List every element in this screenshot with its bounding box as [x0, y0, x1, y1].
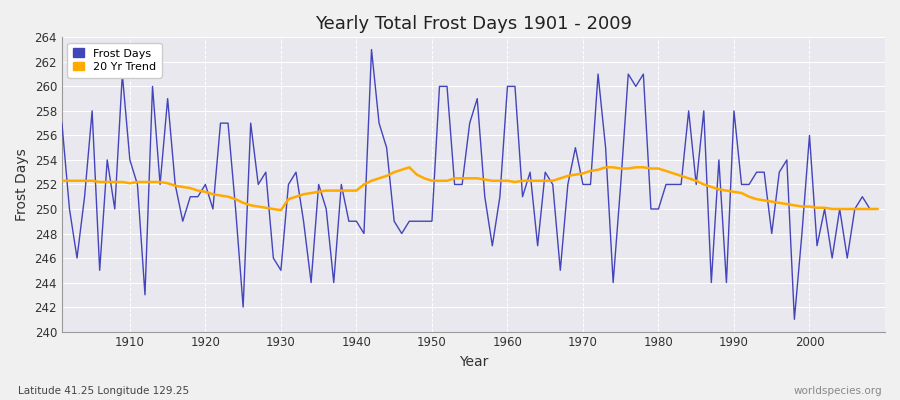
- 20 Yr Trend: [57, 178, 68, 183]
- 20 Yr Trend: [291, 194, 302, 199]
- 20 Yr Trend: [872, 206, 883, 211]
- Legend: Frost Days, 20 Yr Trend: Frost Days, 20 Yr Trend: [68, 43, 162, 78]
- X-axis label: Year: Year: [459, 355, 488, 369]
- 20 Yr Trend: [509, 180, 520, 184]
- 20 Yr Trend: [404, 165, 415, 170]
- Frost Days: [284, 182, 294, 187]
- Frost Days: [872, 206, 883, 211]
- 20 Yr Trend: [608, 165, 618, 170]
- 20 Yr Trend: [518, 178, 528, 183]
- Frost Days: [328, 280, 339, 285]
- Text: worldspecies.org: worldspecies.org: [794, 386, 882, 396]
- Frost Days: [117, 72, 128, 76]
- 20 Yr Trend: [336, 188, 346, 193]
- Frost Days: [509, 84, 520, 89]
- Title: Yearly Total Frost Days 1901 - 2009: Yearly Total Frost Days 1901 - 2009: [315, 15, 632, 33]
- Frost Days: [57, 121, 68, 126]
- Text: Latitude 41.25 Longitude 129.25: Latitude 41.25 Longitude 129.25: [18, 386, 189, 396]
- Frost Days: [600, 145, 611, 150]
- Frost Days: [789, 317, 800, 322]
- 20 Yr Trend: [275, 208, 286, 213]
- Line: Frost Days: Frost Days: [62, 50, 878, 319]
- Frost Days: [366, 47, 377, 52]
- 20 Yr Trend: [117, 180, 128, 184]
- Line: 20 Yr Trend: 20 Yr Trend: [62, 167, 878, 210]
- Y-axis label: Frost Days: Frost Days: [15, 148, 29, 221]
- Frost Days: [502, 84, 513, 89]
